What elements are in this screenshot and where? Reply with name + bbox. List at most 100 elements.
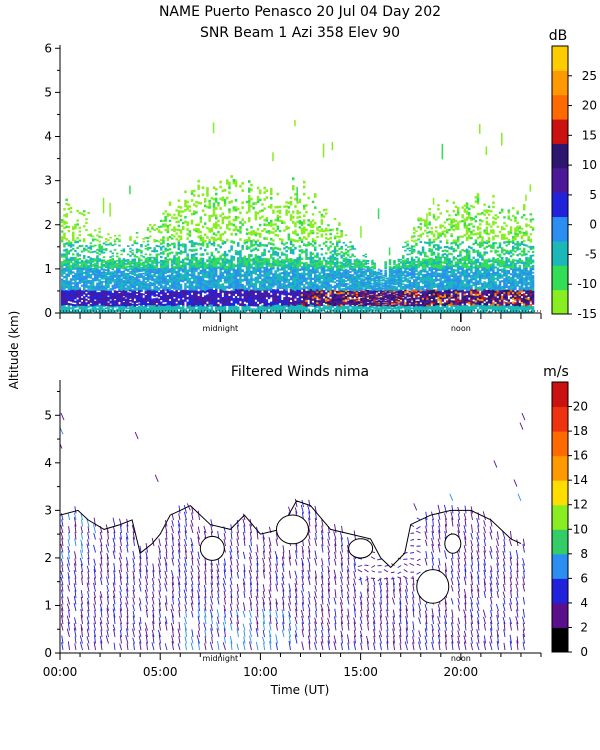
- snr-cell: [371, 304, 374, 306]
- snr-cell: [294, 300, 297, 304]
- snr-cell: [72, 235, 75, 238]
- snr-cell: [272, 301, 275, 304]
- snr-cell: [285, 300, 288, 304]
- snr-cell: [377, 307, 381, 309]
- snr-cell: [87, 267, 90, 270]
- snr-cell: [164, 266, 167, 269]
- snr-cell: [336, 267, 339, 270]
- snr-cell: [120, 298, 123, 300]
- snr-cell: [336, 265, 339, 268]
- snr-cell: [133, 307, 137, 310]
- snr-cell: [380, 304, 383, 306]
- snr-cell: [140, 273, 143, 275]
- snr-cell: [377, 305, 381, 307]
- snr-cell: [153, 238, 156, 241]
- snr-cell: [347, 309, 350, 311]
- snr-cell: [331, 228, 335, 231]
- snr-cell: [210, 262, 214, 266]
- snr-cell: [377, 294, 381, 296]
- snr-cell: [199, 288, 203, 291]
- snr-cell: [347, 261, 350, 263]
- snr-cell: [142, 278, 145, 280]
- snr-cell: [349, 277, 352, 279]
- snr-cell: [63, 261, 66, 264]
- snr-cell: [272, 152, 274, 162]
- snr-cell: [338, 307, 341, 310]
- snr-cell: [373, 272, 376, 274]
- snr-cell: [278, 229, 282, 233]
- snr-cell: [314, 308, 317, 312]
- snr-cell: [166, 226, 170, 230]
- snr-cell: [362, 302, 365, 305]
- snr-cell: [358, 261, 361, 263]
- snr-cell: [129, 297, 132, 299]
- snr-cell: [74, 283, 77, 286]
- snr-cell: [369, 271, 372, 273]
- snr-cell: [102, 286, 106, 289]
- snr-cell: [195, 281, 198, 285]
- snr-cell: [171, 304, 174, 307]
- snr-cell: [221, 216, 225, 220]
- snr-cell: [188, 306, 192, 310]
- snr-cell: [175, 272, 178, 275]
- snr-cell: [358, 280, 361, 282]
- snr-cell: [318, 303, 321, 306]
- snr-cell: [63, 302, 66, 306]
- snr-cell: [364, 302, 368, 304]
- snr-cell: [303, 293, 306, 297]
- snr-cell: [261, 308, 264, 312]
- snr-cell: [160, 303, 163, 306]
- snr-cell: [124, 285, 128, 287]
- snr-cell: [287, 258, 291, 261]
- snr-cell: [267, 296, 271, 300]
- snr-cell: [111, 267, 115, 269]
- snr-cell: [333, 284, 337, 287]
- snr-cell: [369, 298, 372, 300]
- snr-cell: [239, 225, 242, 229]
- snr-cell: [157, 229, 161, 232]
- snr-cell: [338, 265, 341, 268]
- snr-cell: [281, 275, 284, 278]
- snr-cell: [223, 280, 227, 284]
- snr-cell: [226, 181, 229, 185]
- snr-cell: [94, 276, 97, 279]
- snr-cell: [74, 279, 77, 282]
- snr-cell: [307, 290, 310, 294]
- snr-cell: [109, 264, 112, 267]
- snr-cell: [369, 294, 372, 296]
- snr-cell: [289, 293, 293, 296]
- snr-cell: [331, 142, 334, 151]
- snr-cell: [309, 223, 313, 226]
- snr-cell: [87, 265, 90, 268]
- snr-cell: [164, 303, 167, 306]
- snr-cell: [142, 307, 145, 310]
- snr-cell: [281, 262, 284, 265]
- snr-cell: [201, 262, 205, 265]
- snr-cell: [272, 239, 275, 242]
- snr-cell: [303, 308, 306, 311]
- snr-cell: [241, 201, 244, 205]
- snr-cell: [314, 193, 317, 196]
- snr-cell: [157, 276, 161, 278]
- snr-cell: [369, 302, 372, 305]
- snr-cell: [142, 264, 145, 267]
- snr-cell: [329, 286, 332, 289]
- snr-cell: [149, 294, 152, 297]
- snr-cell: [105, 311, 108, 313]
- snr-cell: [329, 306, 332, 310]
- snr-cell: [278, 284, 282, 287]
- snr-cell: [182, 245, 185, 248]
- snr-cell: [111, 271, 115, 273]
- snr-cell: [241, 269, 244, 273]
- snr-cell: [72, 227, 75, 231]
- snr-cell: [190, 244, 194, 248]
- snr-cell: [195, 300, 198, 303]
- snr-cell: [67, 272, 71, 275]
- snr-cell: [102, 300, 106, 303]
- snr-cell: [371, 278, 374, 281]
- snr-cell: [151, 261, 154, 264]
- snr-cell: [250, 301, 253, 304]
- snr-cell: [63, 214, 66, 217]
- snr-cell: [327, 229, 330, 232]
- snr-cell: [109, 308, 112, 311]
